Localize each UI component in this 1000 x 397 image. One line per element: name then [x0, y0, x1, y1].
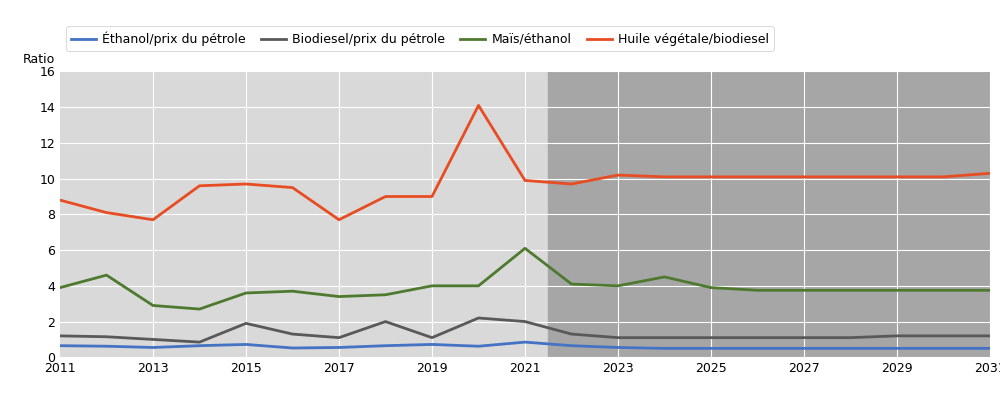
Bar	[548, 71, 990, 357]
Bar	[60, 71, 548, 357]
Text: Ratio: Ratio	[23, 53, 55, 66]
Legend: Éthanol/prix du pétrole, Biodiesel/prix du pétrole, Maïs/éthanol, Huile végétale: Éthanol/prix du pétrole, Biodiesel/prix …	[66, 27, 774, 51]
